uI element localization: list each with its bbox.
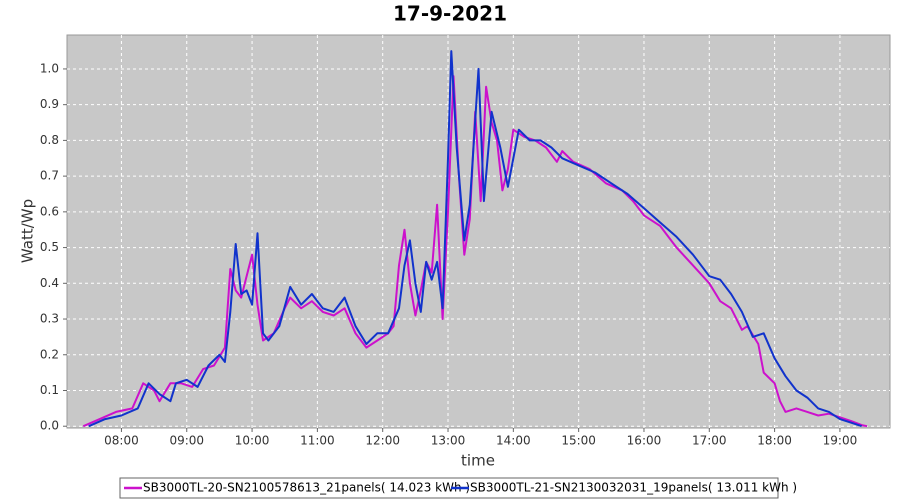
x-tick-label: 12:00 — [365, 434, 400, 448]
y-tick-label: 0.1 — [40, 383, 59, 397]
x-tick-label: 19:00 — [823, 434, 858, 448]
legend-label: SB3000TL-20-SN2100578613_21panels( 14.02… — [143, 481, 470, 495]
x-tick-label: 09:00 — [169, 434, 204, 448]
y-tick-label: 0.8 — [40, 133, 59, 147]
y-tick-label: 0.4 — [40, 276, 59, 290]
y-tick-label: 0.3 — [40, 312, 59, 326]
y-axis-label: Watt/Wp — [19, 199, 37, 263]
y-tick-label: 0.2 — [40, 347, 59, 361]
x-tick-label: 17:00 — [692, 434, 727, 448]
x-tick-label: 08:00 — [104, 434, 139, 448]
x-tick-label: 13:00 — [431, 434, 466, 448]
x-tick-label: 11:00 — [300, 434, 335, 448]
y-tick-label: 0.7 — [40, 169, 59, 183]
x-tick-label: 18:00 — [757, 434, 792, 448]
y-tick-label: 0.6 — [40, 204, 59, 218]
x-tick-label: 10:00 — [235, 434, 270, 448]
y-tick-label: 0.9 — [40, 97, 59, 111]
x-tick-label: 14:00 — [496, 434, 531, 448]
legend — [119, 477, 779, 499]
x-tick-label: 16:00 — [627, 434, 662, 448]
chart-title: 17-9-2021 — [393, 2, 507, 26]
x-tick-label: 15:00 — [561, 434, 596, 448]
plot-area — [66, 34, 891, 429]
legend-label: SB3000TL-21-SN2130032031_19panels( 13.01… — [470, 481, 797, 495]
series-line — [88, 50, 863, 428]
y-tick-label: 0.5 — [40, 240, 59, 254]
y-tick-label: 0.0 — [40, 419, 59, 433]
y-tick-label: 1.0 — [40, 61, 59, 75]
x-axis-label: time — [461, 452, 495, 470]
